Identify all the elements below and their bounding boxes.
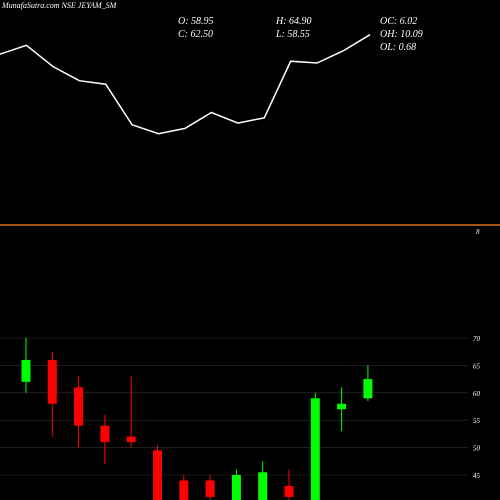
y-tick-label: 55 (473, 417, 481, 425)
close-value: C: 62.50 (178, 29, 213, 40)
candle-body (363, 379, 373, 399)
ol-value: OL: 0.68 (380, 42, 417, 53)
candle-body (126, 436, 136, 443)
oh-value: OH: 10.09 (380, 29, 423, 40)
line-panel-tick-label: 8 (476, 228, 480, 236)
candle-body (21, 359, 31, 382)
candle-body (74, 387, 84, 426)
oc-value: OC: 6.02 (380, 16, 418, 27)
open-value: O: 58.95 (178, 16, 214, 27)
candle-body (153, 450, 162, 500)
y-tick-label: 60 (473, 390, 481, 398)
y-tick-label: 70 (473, 335, 481, 343)
price-line (0, 34, 371, 135)
candle-body (284, 485, 294, 497)
high-value: H: 64.90 (276, 16, 312, 27)
y-tick-label: 65 (473, 362, 481, 370)
chart-title: MunafaSutra.com NSE JEYAM_SM (2, 1, 117, 10)
candle-body (47, 359, 57, 404)
candle-body (337, 403, 347, 410)
candle-body (205, 480, 215, 497)
candle-body (231, 475, 241, 500)
candle-body (100, 425, 110, 443)
candle-body (310, 398, 320, 500)
candle-body (258, 472, 268, 500)
y-tick-label: 45 (473, 472, 481, 480)
candle-body (179, 480, 189, 500)
low-value: L: 58.55 (276, 29, 310, 40)
y-tick-label: 50 (473, 445, 481, 453)
